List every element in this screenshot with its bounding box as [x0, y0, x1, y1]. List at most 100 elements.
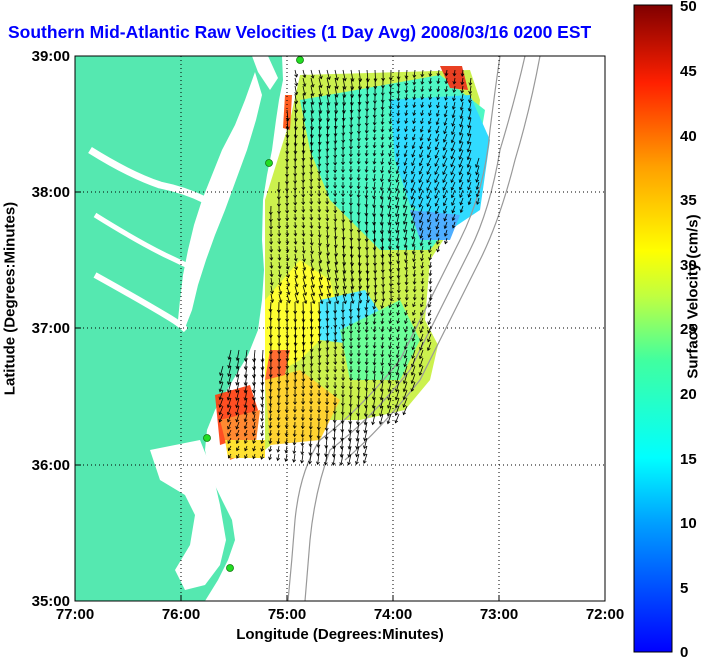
velocity-arrow-head: [380, 129, 385, 133]
velocity-arrow-head: [466, 148, 471, 153]
velocity-arrow: [429, 285, 432, 292]
velocity-arrow: [428, 229, 432, 238]
velocity-arrow: [253, 373, 256, 386]
velocity-arrow-head: [325, 170, 330, 174]
velocity-arrow-head: [372, 137, 377, 141]
velocity-arrow-head: [420, 297, 425, 301]
velocity-arrow: [334, 125, 337, 136]
velocity-arrow-head: [276, 402, 281, 407]
velocity-arrow-head: [402, 221, 407, 225]
velocity-arrow: [429, 261, 432, 268]
colorbar-tick-label: 35: [680, 192, 697, 209]
velocity-arrow-head: [444, 88, 449, 93]
velocity-arrow-head: [380, 371, 384, 375]
colorbar-tick-label: 25: [680, 321, 697, 338]
velocity-arrow-head: [325, 377, 330, 381]
velocity-arrow: [427, 325, 432, 334]
velocity-arrow-head: [402, 404, 407, 408]
velocity-arrow-head: [387, 371, 392, 376]
velocity-arrow: [227, 413, 232, 423]
velocity-arrow-head: [419, 320, 424, 325]
velocity-arrow-head: [341, 228, 346, 232]
velocity-arrow-head: [301, 385, 306, 390]
velocity-arrow-head: [293, 393, 298, 398]
velocity-arrow-head: [420, 81, 425, 85]
velocity-arrow: [381, 133, 384, 140]
velocity-arrow: [326, 293, 331, 304]
velocity-arrow-head: [317, 355, 322, 359]
velocity-arrow-head: [251, 411, 256, 415]
velocity-arrow-head: [419, 137, 424, 142]
velocity-arrow-head: [260, 359, 265, 363]
velocity-arrow: [326, 277, 331, 289]
velocity-arrow: [452, 213, 456, 221]
velocity-arrow-head: [418, 363, 423, 368]
velocity-arrow: [372, 413, 376, 425]
velocity-arrow-head: [412, 258, 416, 263]
velocity-arrow: [436, 117, 440, 125]
velocity-arrow: [245, 357, 248, 370]
velocity-arrow-head: [355, 453, 359, 458]
velocity-arrow: [395, 381, 400, 392]
velocity-arrow-head: [301, 378, 306, 383]
velocity-arrow-head: [426, 347, 431, 351]
velocity-arrow: [397, 125, 400, 132]
velocity-arrow-head: [468, 99, 472, 104]
velocity-arrow: [350, 397, 352, 407]
velocity-arrow-head: [372, 353, 377, 358]
colorbar-tick-label: 0: [680, 644, 688, 659]
station-marker: [226, 564, 234, 572]
velocity-arrow-head: [236, 455, 240, 459]
velocity-arrow: [443, 141, 448, 151]
velocity-arrow-head: [277, 274, 282, 278]
velocity-arrow: [309, 453, 312, 464]
velocity-arrow-head: [372, 152, 377, 157]
velocity-arrow-head: [426, 179, 430, 184]
velocity-arrow-head: [476, 201, 480, 205]
velocity-arrow: [404, 149, 408, 157]
velocity-arrow-head: [387, 380, 392, 384]
velocity-arrow-head: [342, 77, 347, 82]
velocity-arrow-head: [466, 156, 471, 161]
velocity-arrow: [412, 317, 416, 324]
velocity-arrow-head: [380, 336, 385, 341]
velocity-arrow-head: [356, 395, 361, 400]
velocity-arrow-head: [436, 104, 440, 109]
velocity-arrow: [227, 421, 232, 430]
velocity-arrow-head: [442, 194, 447, 199]
velocity-arrow: [310, 277, 315, 288]
velocity-arrow: [294, 429, 296, 437]
velocity-arrow: [227, 437, 232, 444]
velocity-arrow: [373, 141, 376, 148]
velocity-arrow-head: [460, 81, 465, 86]
velocity-arrow: [414, 285, 416, 292]
velocity-arrow: [334, 117, 337, 129]
velocity-arrow-head: [317, 209, 322, 213]
velocity-arrow-head: [269, 273, 274, 278]
velocity-arrow-head: [364, 361, 369, 366]
velocity-arrow: [428, 301, 432, 308]
velocity-arrow: [451, 149, 456, 159]
velocity-arrow-head: [372, 161, 377, 165]
velocity-arrow: [219, 405, 224, 415]
velocity-arrow: [261, 429, 264, 436]
velocity-arrow: [413, 277, 416, 285]
velocity-arrow-head: [292, 409, 297, 413]
velocity-arrow: [318, 253, 322, 263]
velocity-arrow: [261, 373, 264, 385]
velocity-arrow: [310, 157, 312, 168]
velocity-arrow-head: [309, 225, 314, 229]
velocity-arrow: [270, 381, 272, 392]
velocity-arrow-head: [364, 321, 369, 326]
velocity-arrow: [435, 205, 440, 214]
velocity-arrow-head: [458, 156, 463, 160]
velocity-arrow-head: [410, 170, 415, 175]
velocity-arrow: [403, 397, 408, 408]
velocity-arrow-head: [285, 266, 290, 270]
velocity-arrow-head: [403, 229, 407, 233]
velocity-arrow-head: [356, 345, 361, 349]
velocity-arrow-head: [268, 218, 273, 223]
velocity-arrow-head: [326, 260, 331, 265]
velocity-arrow-head: [418, 372, 423, 376]
velocity-arrow-head: [371, 413, 376, 418]
